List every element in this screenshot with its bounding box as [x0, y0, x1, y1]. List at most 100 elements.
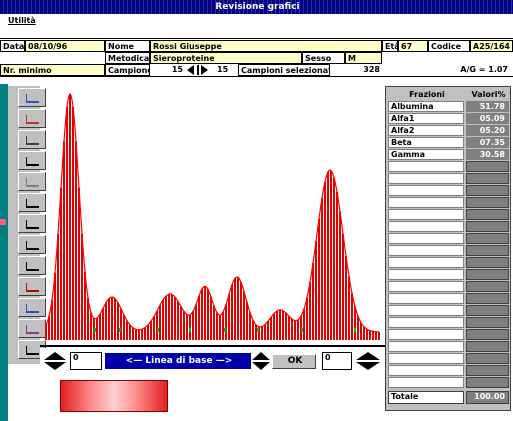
tool-icon	[26, 178, 39, 187]
value-cell: 07.35	[466, 137, 509, 148]
tool-icon	[26, 157, 39, 166]
row-cell	[388, 305, 464, 316]
row-cell	[388, 293, 464, 304]
row-cell	[466, 185, 509, 196]
row-cell	[466, 161, 509, 172]
fraction-cell: Gamma	[388, 149, 464, 160]
button[interactable]: <— Linea di base —>	[105, 353, 251, 369]
toolbar	[8, 86, 40, 364]
window-title: Revisione grafici	[215, 2, 299, 12]
input[interactable]: 0	[322, 352, 352, 370]
graph	[40, 86, 385, 348]
fraction-cell: Alfa1	[388, 113, 464, 124]
row-cell	[388, 365, 464, 376]
column-header: Valori%	[466, 90, 509, 101]
tool-icon	[26, 304, 39, 313]
tool-icon	[26, 325, 39, 334]
row-cell	[388, 353, 464, 364]
label: Campione	[105, 64, 150, 76]
gel-strip	[60, 380, 168, 412]
row-cell	[388, 245, 464, 256]
split-marker	[301, 328, 303, 332]
row-cell	[466, 281, 509, 292]
row-cell	[466, 269, 509, 280]
total-value: 100.00	[466, 391, 509, 404]
label: Nome	[105, 40, 150, 52]
row-cell	[466, 173, 509, 184]
title-bar: Revisione grafici	[0, 0, 513, 14]
row-cell	[466, 209, 509, 220]
row-cell	[388, 209, 464, 220]
row-cell	[466, 329, 509, 340]
split-marker	[224, 328, 226, 332]
tool-icon	[26, 241, 39, 250]
tool-icon	[26, 136, 39, 145]
label: Data	[0, 40, 25, 52]
split-marker	[119, 328, 121, 332]
row-cell	[388, 161, 464, 172]
label: Campioni selezionati	[238, 64, 330, 76]
tool-icon	[26, 220, 39, 229]
split-marker	[157, 328, 159, 332]
ok-button[interactable]: OK	[272, 354, 316, 369]
spinner[interactable]	[252, 352, 270, 370]
row-cell	[466, 197, 509, 208]
tool-icon	[26, 283, 39, 292]
label: Sesso	[302, 52, 345, 64]
value-cell: 05.09	[466, 113, 509, 124]
row-cell	[466, 317, 509, 328]
row-cell	[388, 329, 464, 340]
split-marker	[94, 328, 96, 332]
fraction-cell: Albumina	[388, 101, 464, 112]
tool-icon	[26, 346, 39, 355]
tool-icon	[26, 94, 39, 103]
trace-curve	[46, 94, 379, 332]
row-cell	[388, 197, 464, 208]
app-window: Revisione grafici Utilità Data 08/10/96 …	[0, 0, 513, 421]
row-cell	[388, 185, 464, 196]
field: 328	[330, 64, 382, 76]
ratio: A/G = 1.07	[430, 64, 508, 76]
field: Sieroproteine	[150, 52, 302, 64]
row-cell	[388, 221, 464, 232]
value-cell: 51.78	[466, 101, 509, 112]
field: 67	[398, 40, 428, 52]
row-cell	[466, 341, 509, 352]
field: 15	[215, 64, 238, 76]
row-cell	[466, 305, 509, 316]
row-cell	[466, 257, 509, 268]
fraction-cell: Alfa2	[388, 125, 464, 136]
spinner[interactable]	[185, 64, 215, 76]
fraction-cell: Beta	[388, 137, 464, 148]
row-cell	[466, 221, 509, 232]
row-cell	[388, 317, 464, 328]
row-cell	[388, 377, 464, 388]
split-marker	[189, 328, 191, 332]
label: Codice	[428, 40, 470, 52]
field: 08/10/96	[25, 40, 105, 52]
field: 15	[150, 64, 185, 76]
total-label: Totale	[388, 391, 464, 404]
menu-item[interactable]: Utilità	[0, 14, 513, 28]
row-cell	[388, 257, 464, 268]
side-strip	[0, 84, 8, 421]
tool-icon	[26, 262, 39, 271]
row-cell	[466, 233, 509, 244]
field: Nr. minimo	[0, 64, 105, 76]
split-marker	[354, 328, 356, 332]
field: M	[345, 52, 382, 64]
spinner[interactable]	[356, 352, 380, 370]
rule	[0, 76, 513, 77]
spacer	[0, 28, 513, 39]
column-header: Frazioni	[388, 90, 464, 101]
marker	[0, 219, 6, 225]
spinner[interactable]	[44, 352, 66, 370]
row-cell	[466, 377, 509, 388]
row-cell	[388, 281, 464, 292]
label: Metodica	[105, 52, 150, 64]
field: A25/164	[470, 40, 513, 52]
split-marker	[257, 328, 259, 332]
input[interactable]: 0	[70, 352, 102, 370]
row-cell	[388, 269, 464, 280]
